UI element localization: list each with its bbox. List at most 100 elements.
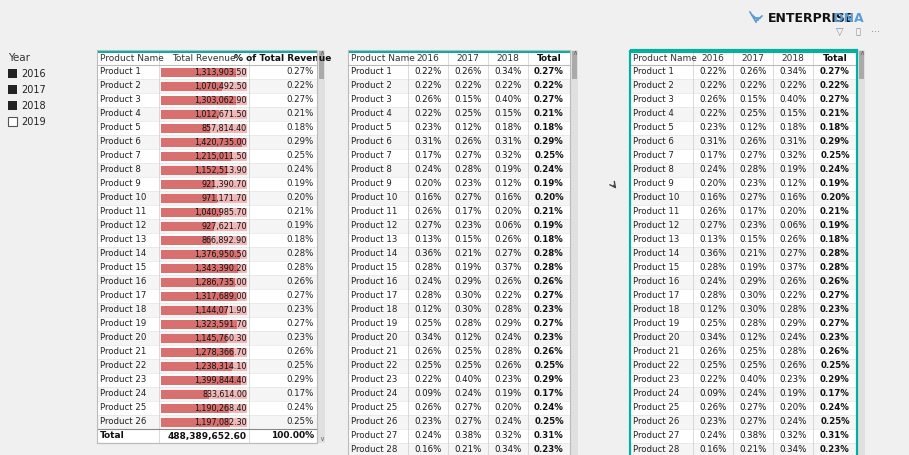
- Text: 0.19%: 0.19%: [286, 180, 314, 188]
- Text: 0.12%: 0.12%: [415, 305, 442, 314]
- Text: Product 5: Product 5: [351, 123, 392, 132]
- Text: Product 24: Product 24: [100, 389, 146, 399]
- Text: Product 7: Product 7: [351, 152, 392, 161]
- Text: Product 7: Product 7: [633, 152, 674, 161]
- Text: 0.40%: 0.40%: [494, 96, 522, 105]
- Text: 1,197,082.30: 1,197,082.30: [195, 418, 247, 426]
- Text: 0.26%: 0.26%: [415, 96, 442, 105]
- Text: 0.25%: 0.25%: [415, 362, 442, 370]
- Text: 0.23%: 0.23%: [820, 445, 850, 455]
- Text: 0.24%: 0.24%: [415, 278, 442, 287]
- Bar: [630, 135, 857, 149]
- Bar: [161, 249, 240, 258]
- Text: 0.22%: 0.22%: [699, 81, 726, 91]
- Text: 0.22%: 0.22%: [286, 81, 314, 91]
- Text: 0.29%: 0.29%: [779, 319, 806, 329]
- Bar: [630, 415, 857, 429]
- Text: Product 27: Product 27: [351, 431, 397, 440]
- Bar: [630, 65, 857, 79]
- Bar: [97, 79, 317, 93]
- Text: 0.17%: 0.17%: [820, 389, 850, 399]
- Bar: [348, 191, 570, 205]
- Bar: [161, 123, 210, 132]
- Text: 0.28%: 0.28%: [820, 263, 850, 273]
- Bar: [348, 317, 570, 331]
- Bar: [161, 67, 236, 76]
- Bar: [630, 79, 857, 93]
- Bar: [319, 51, 324, 79]
- Text: 0.18%: 0.18%: [494, 123, 522, 132]
- Text: 0.12%: 0.12%: [779, 180, 806, 188]
- Text: 0.12%: 0.12%: [739, 123, 766, 132]
- Bar: [630, 387, 857, 401]
- Text: 0.28%: 0.28%: [820, 249, 850, 258]
- Bar: [161, 137, 243, 147]
- Text: 0.23%: 0.23%: [534, 334, 564, 343]
- Text: Product 26: Product 26: [100, 418, 146, 426]
- Text: 2016: 2016: [21, 69, 45, 79]
- Text: 0.21%: 0.21%: [534, 207, 564, 217]
- Text: 0.19%: 0.19%: [286, 222, 314, 231]
- Bar: [161, 166, 227, 175]
- Bar: [97, 387, 317, 401]
- Text: 0.12%: 0.12%: [699, 305, 726, 314]
- Text: 0.25%: 0.25%: [534, 152, 564, 161]
- Text: ···: ···: [872, 27, 881, 37]
- Text: 0.13%: 0.13%: [699, 236, 726, 244]
- Bar: [161, 375, 247, 384]
- Bar: [97, 135, 317, 149]
- Text: 0.22%: 0.22%: [494, 292, 522, 300]
- Text: 0.26%: 0.26%: [415, 404, 442, 413]
- Text: 0.23%: 0.23%: [286, 305, 314, 314]
- Text: 0.17%: 0.17%: [699, 152, 726, 161]
- Text: 0.23%: 0.23%: [699, 418, 726, 426]
- Text: 0.26%: 0.26%: [699, 348, 726, 357]
- Text: 0.12%: 0.12%: [494, 180, 522, 188]
- Text: Product 23: Product 23: [100, 375, 146, 384]
- Bar: [161, 207, 221, 217]
- Text: 0.12%: 0.12%: [739, 334, 766, 343]
- Text: Product 17: Product 17: [351, 292, 397, 300]
- Text: Product 8: Product 8: [633, 166, 674, 175]
- Bar: [571, 50, 578, 455]
- Text: 0.26%: 0.26%: [699, 96, 726, 105]
- Bar: [630, 93, 857, 107]
- Bar: [348, 149, 570, 163]
- Bar: [97, 121, 317, 135]
- Text: Product 11: Product 11: [633, 207, 679, 217]
- Text: 0.18%: 0.18%: [286, 123, 314, 132]
- Text: 0.24%: 0.24%: [494, 418, 522, 426]
- Text: 0.28%: 0.28%: [286, 263, 314, 273]
- Text: Product 17: Product 17: [100, 292, 146, 300]
- Text: 0.30%: 0.30%: [739, 305, 766, 314]
- Bar: [348, 303, 570, 317]
- Text: Total: Total: [823, 54, 847, 63]
- Text: 0.27%: 0.27%: [494, 249, 522, 258]
- Bar: [97, 289, 317, 303]
- Text: 0.19%: 0.19%: [739, 263, 766, 273]
- Bar: [97, 303, 317, 317]
- Bar: [630, 261, 857, 275]
- Text: 0.25%: 0.25%: [534, 418, 564, 426]
- Bar: [630, 317, 857, 331]
- Bar: [348, 387, 570, 401]
- Text: Product 2: Product 2: [351, 81, 392, 91]
- Text: 0.27%: 0.27%: [415, 222, 442, 231]
- Text: 0.15%: 0.15%: [739, 236, 766, 244]
- Text: 0.19%: 0.19%: [534, 222, 564, 231]
- Bar: [348, 205, 570, 219]
- Text: Product 23: Product 23: [351, 375, 397, 384]
- Bar: [630, 149, 857, 163]
- Text: 0.24%: 0.24%: [415, 431, 442, 440]
- Text: Product 19: Product 19: [633, 319, 679, 329]
- Bar: [348, 429, 570, 443]
- Text: 0.23%: 0.23%: [820, 334, 850, 343]
- Text: 0.26%: 0.26%: [699, 207, 726, 217]
- Text: Product 20: Product 20: [351, 334, 397, 343]
- Bar: [630, 233, 857, 247]
- Text: 2019: 2019: [21, 117, 45, 127]
- Text: 2016: 2016: [702, 54, 724, 63]
- Bar: [97, 247, 317, 261]
- Bar: [630, 163, 857, 177]
- Text: Product 22: Product 22: [633, 362, 679, 370]
